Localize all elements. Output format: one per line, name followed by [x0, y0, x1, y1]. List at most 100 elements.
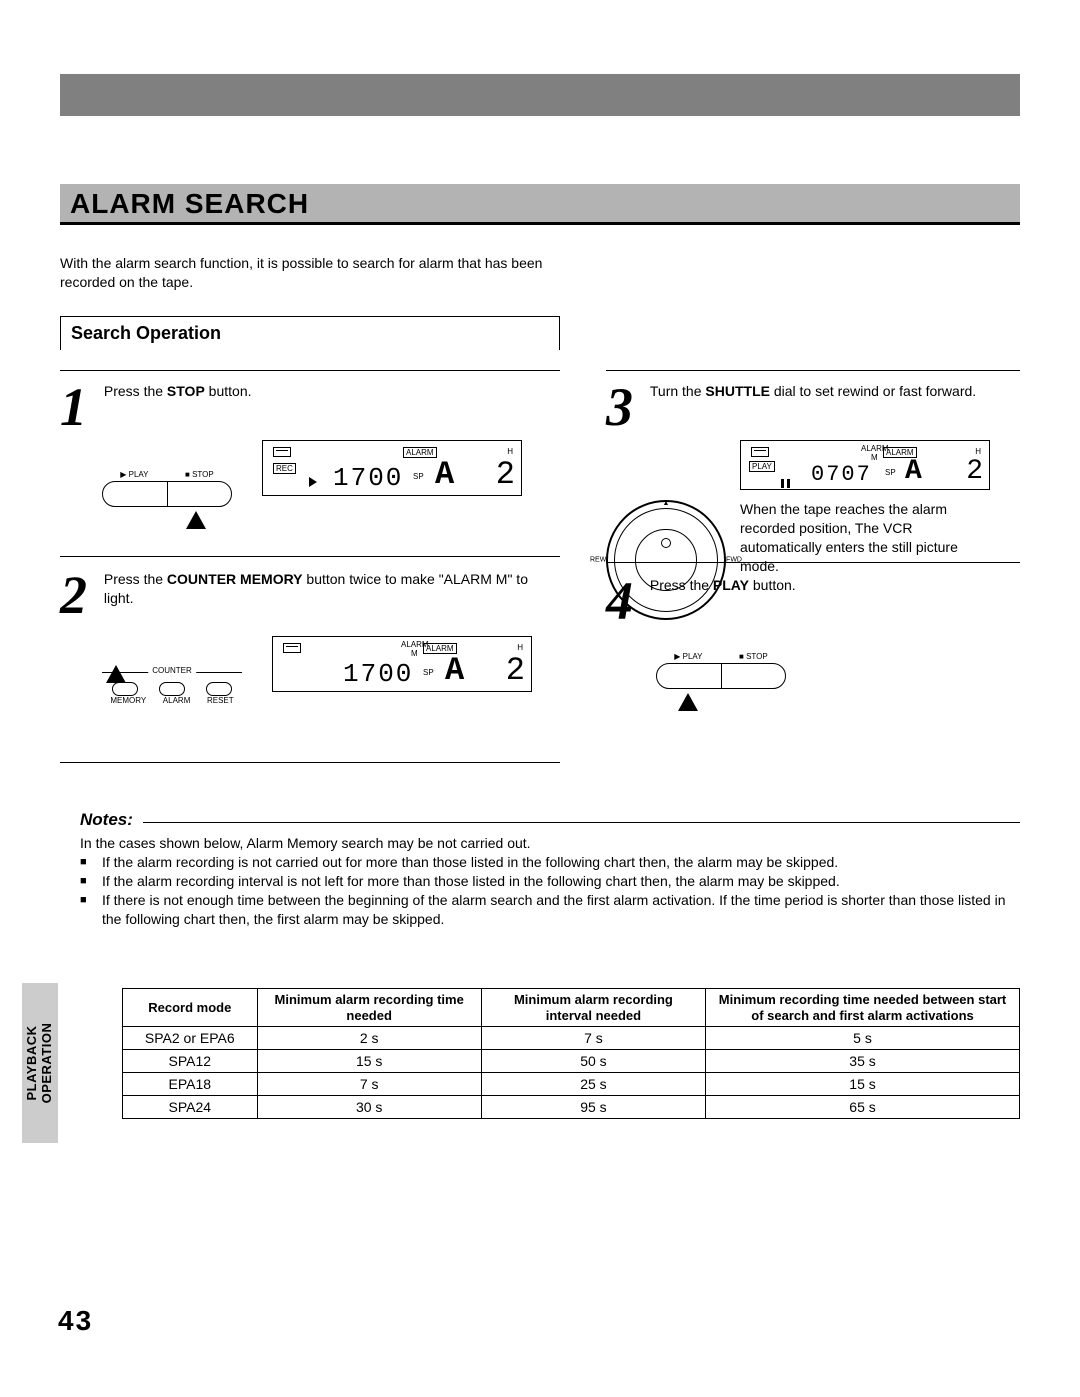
step-text: Press the PLAY button.: [650, 574, 1010, 595]
table-row: SPA2 or EPA62 s7 s5 s: [123, 1027, 1020, 1050]
tape-icon: [283, 643, 301, 653]
alarm-label: ALARM: [163, 696, 191, 705]
counter-buttons: COUNTER MEMORY ALARM RESET: [102, 666, 242, 683]
table-cell: 35 s: [706, 1050, 1020, 1073]
alarm-table: Record mode Minimum alarm recording time…: [122, 988, 1020, 1119]
title-bar: ALARM SEARCH: [60, 184, 1020, 225]
sp-label: SP: [413, 472, 424, 481]
rec-indicator: REC: [273, 463, 296, 474]
text: dial to set rewind or fast forward.: [770, 383, 976, 399]
subsection-label: Search Operation: [60, 316, 560, 350]
h-label: H: [507, 447, 513, 456]
stop-label: ■ STOP: [185, 470, 214, 479]
page-title: ALARM SEARCH: [70, 188, 1010, 220]
notes-list: If the alarm recording is not carried ou…: [80, 853, 1020, 929]
text-bold: PLAY: [713, 577, 749, 593]
text-bold: SHUTTLE: [705, 383, 770, 399]
step-number: 1: [60, 380, 100, 434]
pause-icon: [781, 475, 793, 491]
lcd-a: A: [435, 456, 454, 493]
table-cell: SPA2 or EPA6: [123, 1027, 258, 1050]
lcd-display-1: ALARM H REC 1700 SP A 2: [262, 440, 522, 496]
alarm-indicator: ALARM: [403, 447, 437, 458]
table-cell: SPA12: [123, 1050, 258, 1073]
note-item: If the alarm recording interval is not l…: [102, 872, 1020, 891]
play-label: ▶ PLAY: [120, 470, 148, 479]
lcd-2: 2: [496, 456, 515, 493]
rule: [60, 556, 560, 557]
side-tab-text: PLAYBACKOPERATION: [25, 1023, 55, 1104]
table-row: EPA187 s25 s15 s: [123, 1073, 1020, 1096]
step3-note: When the tape reaches the alarm recorded…: [740, 500, 980, 576]
notes-section: Notes: In the cases shown below, Alarm M…: [80, 810, 1020, 928]
top-banner: [60, 74, 1020, 116]
reset-button[interactable]: [206, 682, 232, 696]
table-body: SPA2 or EPA62 s7 s5 sSPA1215 s50 s35 sEP…: [123, 1027, 1020, 1119]
play-label: ▶ PLAY: [674, 652, 702, 661]
col-header: Minimum alarm recording interval needed: [481, 989, 705, 1027]
lcd-digits: 0707: [811, 462, 872, 487]
stop-label: ■ STOP: [739, 652, 768, 661]
lcd-2: 2: [506, 652, 525, 689]
memory-button[interactable]: [112, 682, 138, 696]
table-cell: 30 s: [257, 1096, 481, 1119]
step-2: 2 Press the COUNTER MEMORY button twice …: [60, 568, 560, 692]
table-cell: 95 s: [481, 1096, 705, 1119]
table-cell: EPA18: [123, 1073, 258, 1096]
notes-title: Notes:: [80, 810, 143, 830]
m-label: M: [871, 453, 878, 462]
notes-intro: In the cases shown below, Alarm Memory s…: [80, 834, 1020, 853]
rule: [606, 562, 1020, 563]
table-cell: 15 s: [706, 1073, 1020, 1096]
alarm-button[interactable]: [159, 682, 185, 696]
lcd-digits: 1700: [333, 463, 403, 493]
table-row: SPA1215 s50 s35 s: [123, 1050, 1020, 1073]
table-cell: 25 s: [481, 1073, 705, 1096]
table-cell: SPA24: [123, 1096, 258, 1119]
lcd-2: 2: [966, 456, 983, 487]
lcd-digits: 1700: [343, 659, 413, 689]
tape-icon: [751, 447, 769, 457]
step-text: Turn the SHUTTLE dial to set rewind or f…: [650, 380, 1010, 401]
m-label: M: [411, 649, 418, 658]
table-header-row: Record mode Minimum alarm recording time…: [123, 989, 1020, 1027]
step-1: 1 Press the STOP button. ▶ PLAY ■ STOP A…: [60, 380, 560, 529]
sp-label: SP: [885, 468, 896, 477]
sp-label: SP: [423, 668, 434, 677]
rule: [606, 370, 1020, 371]
table-cell: 2 s: [257, 1027, 481, 1050]
table-cell: 50 s: [481, 1050, 705, 1073]
lcd-display-2: ALARM M ALARM H 1700 SP A 2: [272, 636, 532, 692]
tape-icon: [273, 447, 291, 457]
h-label: H: [975, 447, 981, 456]
play-triangle-icon: [309, 477, 317, 487]
step-number: 4: [606, 574, 646, 628]
page-number: 43: [58, 1305, 93, 1337]
step-text: Press the STOP button.: [104, 380, 554, 401]
text-bold: COUNTER MEMORY: [167, 571, 303, 587]
rule: [60, 370, 560, 371]
text: Press the: [104, 383, 167, 399]
text-bold: STOP: [167, 383, 205, 399]
table-row: SPA2430 s95 s65 s: [123, 1096, 1020, 1119]
counter-label: COUNTER: [148, 666, 196, 675]
table-cell: 5 s: [706, 1027, 1020, 1050]
play-indicator: PLAY: [749, 461, 775, 472]
text: Turn the: [650, 383, 706, 399]
lcd-display-3: ALARM M ALARM H PLAY 0707 SP A 2: [740, 440, 990, 490]
text: button.: [205, 383, 252, 399]
rew-label: REW: [590, 557, 606, 564]
side-tab: PLAYBACKOPERATION: [22, 983, 58, 1143]
table-cell: 65 s: [706, 1096, 1020, 1119]
text: Press the: [104, 571, 167, 587]
memory-label: MEMORY: [110, 696, 146, 705]
step-number: 3: [606, 380, 646, 434]
lcd-a: A: [905, 456, 922, 487]
col-header: Record mode: [123, 989, 258, 1027]
play-stop-control: ▶ PLAY ■ STOP: [102, 470, 232, 529]
lcd-a: A: [445, 652, 464, 689]
table-cell: 15 s: [257, 1050, 481, 1073]
intro-text: With the alarm search function, it is po…: [60, 254, 580, 292]
col-header: Minimum recording time needed between st…: [706, 989, 1020, 1027]
reset-label: RESET: [207, 696, 234, 705]
